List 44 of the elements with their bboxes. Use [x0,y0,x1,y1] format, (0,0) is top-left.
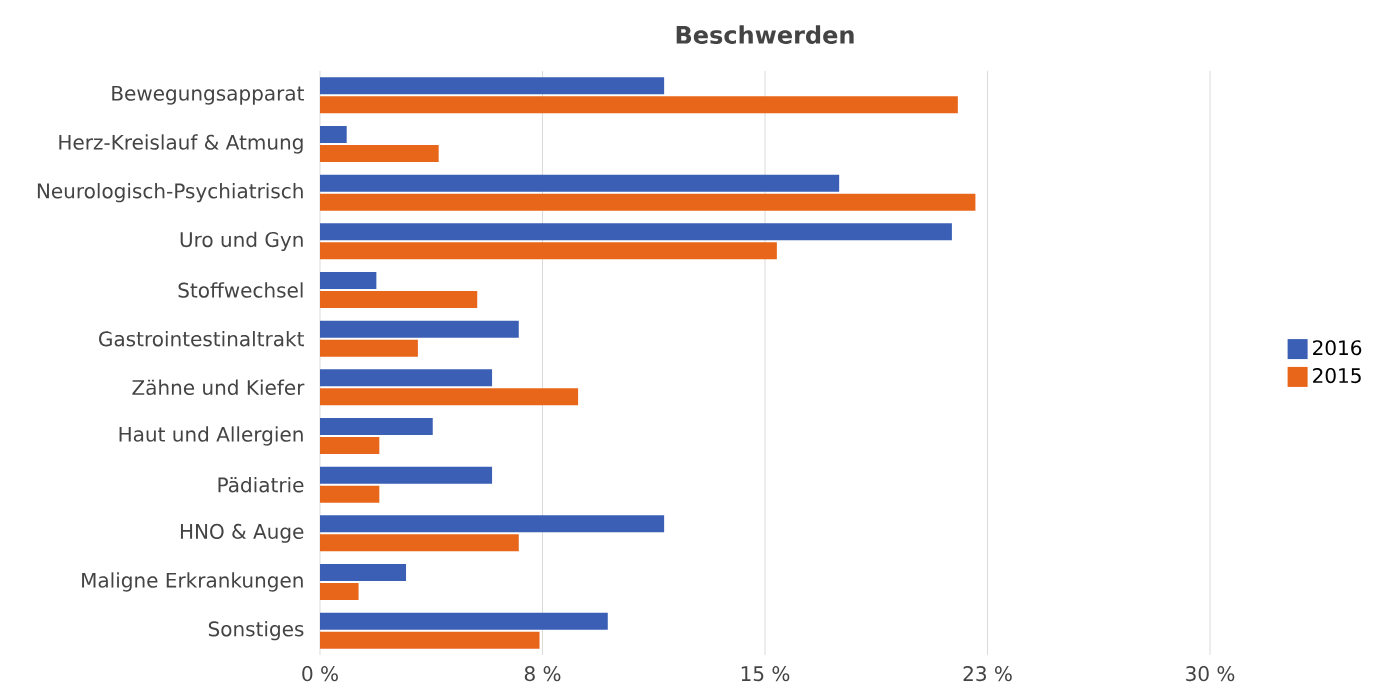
bar [320,145,439,162]
x-tick-label: 15 % [741,666,790,682]
y-tick-label: Herz-Kreislauf & Atmung [59,134,303,154]
y-tick-label: Neurologisch-Psychiatrisch [37,182,303,203]
legend-label: 2016 [1313,340,1362,356]
bar [320,96,958,114]
bar [320,485,380,503]
y-tick-label: HNO & Auge [180,523,304,543]
y-tick-label: Haut und Allergien [119,426,303,446]
bar [320,174,840,192]
y-tick-label: Maligne Erkrankungen [82,572,303,592]
bar [320,388,579,406]
bar [320,437,380,455]
bar [320,126,347,143]
bar [320,320,519,338]
bar [320,534,519,552]
bar [320,631,540,649]
bar [320,583,359,601]
y-tick-label: Gastrointestinaltrakt [99,330,304,347]
bar [320,193,976,211]
bar [320,564,407,582]
y-tick-label: Uro und Gyn [180,231,303,252]
y-tick-label: Zähne und Kiefer [132,379,305,396]
bar [320,612,608,630]
y-tick-label: Stoffwechsel [178,282,303,298]
legend-label: 2015 [1313,367,1361,384]
x-tick-label: 0 % [302,666,338,682]
bar [320,515,665,533]
bar [320,339,418,357]
bar [320,369,493,387]
x-tick-label: 30 % [1186,666,1235,682]
bar [320,466,493,484]
bar [320,418,433,436]
y-tick-label: Sonstiges [208,620,304,641]
x-tick-label: 23 % [963,666,1012,682]
y-tick-label: Pädiatrie [218,476,304,493]
bar [320,272,377,290]
bar [320,242,777,260]
bar [320,291,478,309]
bar [320,77,665,95]
x-tick-label: 8 % [524,666,561,682]
chart-title: Beschwerden [676,25,854,44]
bar [320,223,952,241]
y-tick-label: Bewegungsapparat [112,85,304,105]
